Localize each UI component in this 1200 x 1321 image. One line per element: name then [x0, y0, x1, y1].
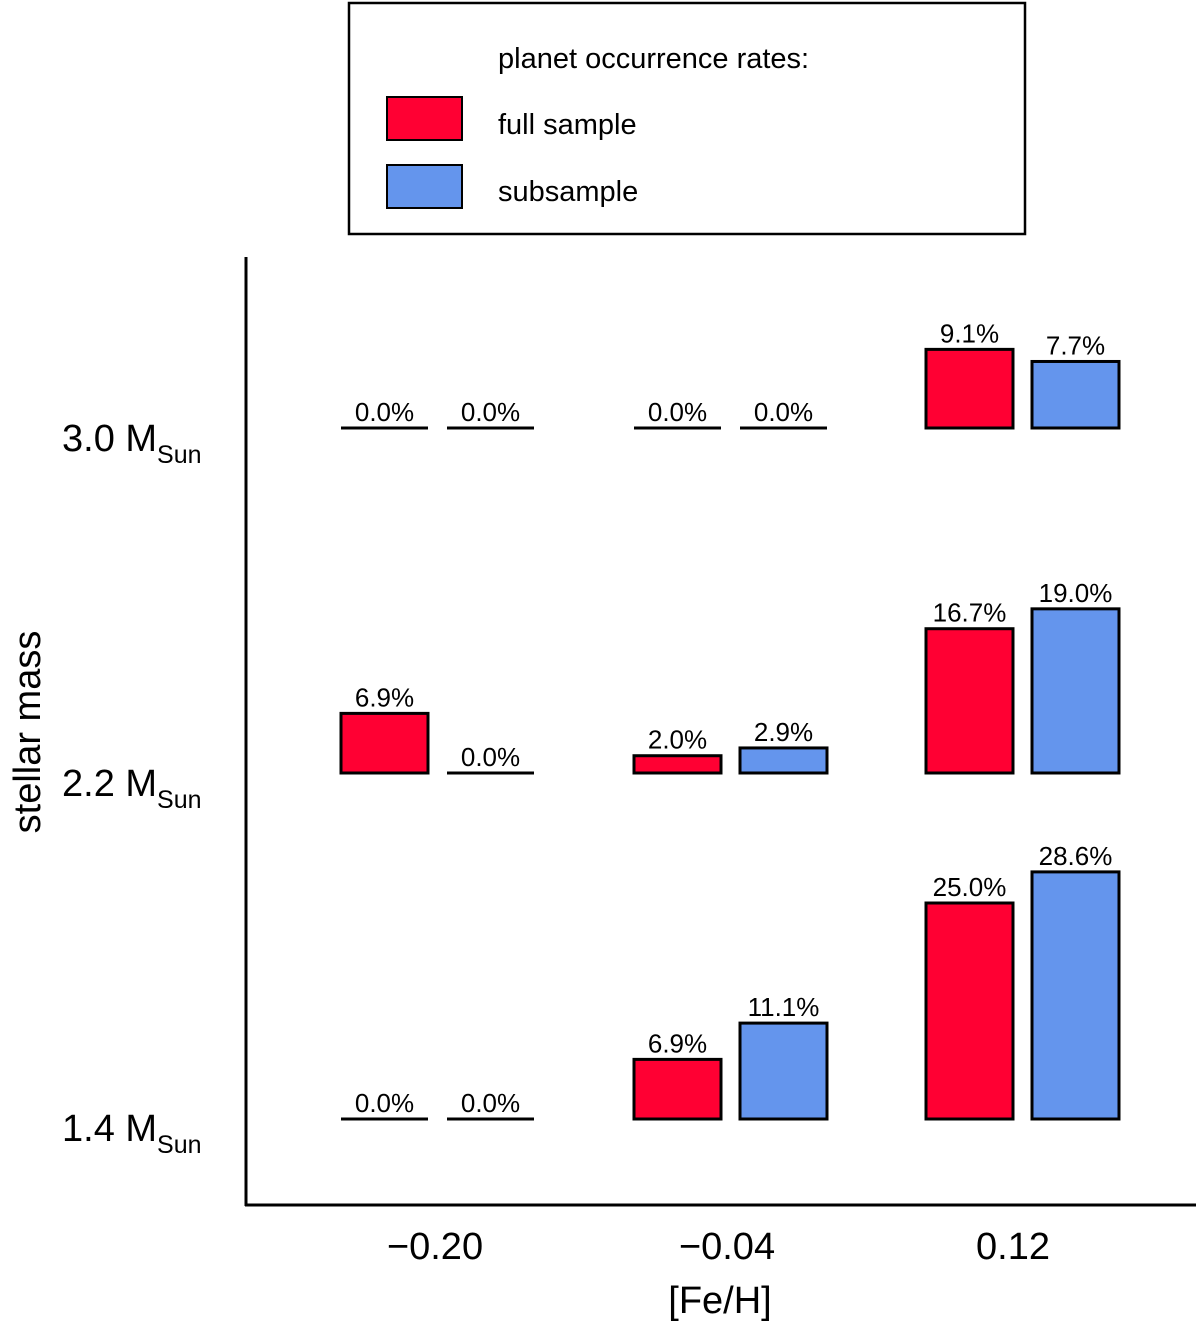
- legend-label-subsample: subsample: [498, 176, 638, 208]
- y-tick-label-2-2: 2.2 MSun: [62, 763, 202, 814]
- data-label-subsample-2-2-0-12: 19.0%: [1039, 578, 1113, 608]
- bar-subsample-3-0-0-12: [1030, 359, 1121, 430]
- bars-group: 0.0% 0.0% 9.1% 6.9% 2.0% 16.7% 0.0% 6.9% 25.0% 0.…: [339, 318, 1121, 1121]
- data-label-subsample-1-4-neg-0-04: 11.1%: [748, 992, 820, 1022]
- legend-label-full-sample: full sample: [498, 109, 637, 141]
- x-tick-label-0-12: 0.12: [976, 1226, 1050, 1268]
- legend-title: planet occurrence rates:: [498, 43, 809, 75]
- data-label-full-sample-1-4-neg-0-04: 6.9%: [648, 1028, 707, 1058]
- svg-text:2.2 MSun: 2.2 MSun: [62, 763, 202, 814]
- bar-full-sample-1-4-neg-0-04: [632, 1057, 723, 1121]
- bar-full-sample-1-4-0-12: [924, 901, 1015, 1121]
- svg-text:3.0 MSun: 3.0 MSun: [62, 418, 202, 469]
- data-label-subsample-3-0-neg-0-20: 0.0%: [461, 397, 520, 427]
- bar-subsample-1-4-neg-0-04: [738, 1021, 829, 1121]
- bar-full-sample-2-2-0-12: [924, 627, 1015, 775]
- data-label-full-sample-3-0-neg-0-20: 0.0%: [355, 397, 414, 427]
- data-label-full-sample-2-2-neg-0-20: 6.9%: [355, 682, 414, 712]
- bar-subsample-1-4-0-12: [1030, 870, 1121, 1121]
- bar-full-sample-3-0-0-12: [924, 347, 1015, 430]
- data-label-subsample-1-4-0-12: 28.6%: [1039, 841, 1113, 871]
- legend-swatch-full-sample: [386, 96, 463, 141]
- x-tick-label-neg-0-04: −0.04: [679, 1226, 775, 1268]
- data-label-full-sample-3-0-0-12: 9.1%: [940, 318, 999, 348]
- data-label-subsample-3-0-neg-0-04: 0.0%: [754, 397, 813, 427]
- y-tick-label-1-4: 1.4 MSun: [62, 1108, 202, 1159]
- svg-text:1.4 MSun: 1.4 MSun: [62, 1108, 202, 1159]
- data-label-subsample-1-4-neg-0-20: 0.0%: [461, 1088, 520, 1118]
- data-label-subsample-2-2-neg-0-20: 0.0%: [461, 742, 520, 772]
- data-label-full-sample-1-4-neg-0-20: 0.0%: [355, 1088, 414, 1118]
- data-label-subsample-2-2-neg-0-04: 2.9%: [754, 717, 813, 747]
- x-tick-label-neg-0-20: −0.20: [387, 1226, 483, 1268]
- bar-subsample-2-2-neg-0-04: [738, 746, 829, 775]
- data-label-full-sample-2-2-neg-0-04: 2.0%: [648, 725, 707, 755]
- data-label-subsample-3-0-0-12: 7.7%: [1046, 330, 1105, 360]
- bar-full-sample-2-2-neg-0-04: [632, 754, 723, 775]
- legend: planet occurrence rates: full sample sub…: [347, 1, 1027, 236]
- y-tick-label-3-0: 3.0 MSun: [62, 418, 202, 469]
- x-axis-title: [Fe/H]: [668, 1280, 771, 1321]
- legend-swatch-subsample: [386, 164, 463, 209]
- data-label-full-sample-1-4-0-12: 25.0%: [933, 872, 1007, 902]
- data-label-full-sample-3-0-neg-0-04: 0.0%: [648, 397, 707, 427]
- data-label-full-sample-2-2-0-12: 16.7%: [933, 598, 1007, 628]
- y-axis-title: stellar mass: [7, 631, 49, 834]
- bar-subsample-2-2-0-12: [1030, 607, 1121, 775]
- bar-full-sample-2-2-neg-0-20: [339, 711, 430, 775]
